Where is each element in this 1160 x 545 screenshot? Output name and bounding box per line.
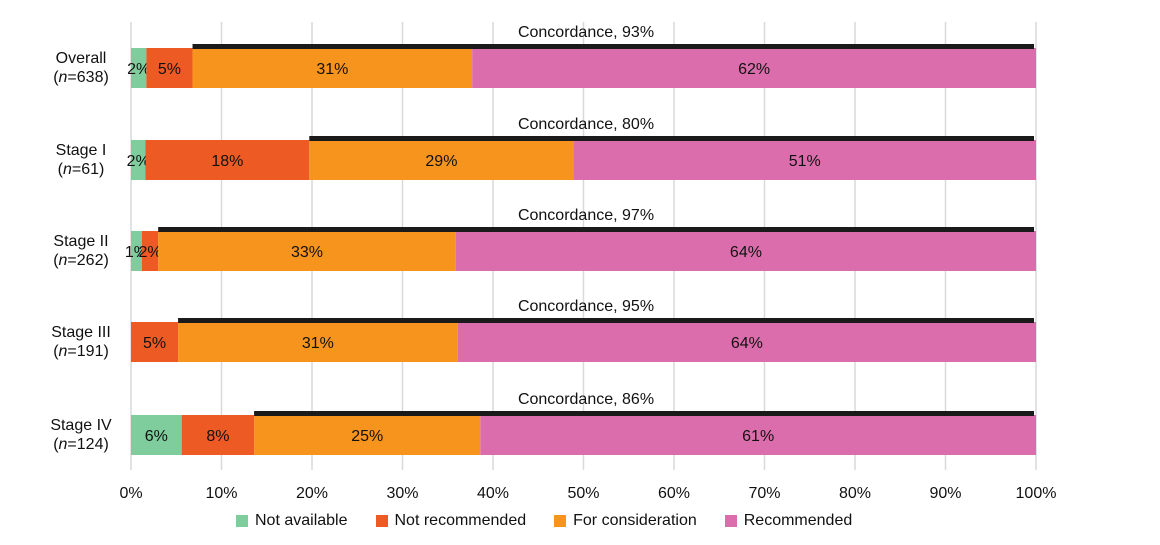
bar-segment xyxy=(573,140,1036,180)
category-label: Stage I (n=61) xyxy=(55,142,107,178)
category-label: Stage III (n=191) xyxy=(51,324,111,360)
data-label: 5% xyxy=(158,61,181,78)
legend-item: For consideration xyxy=(554,512,697,530)
legend-swatch xyxy=(375,515,388,527)
concordance-bar xyxy=(254,411,1034,416)
x-tick-label: 0% xyxy=(119,485,142,502)
category-label: Stage II (n=262) xyxy=(53,233,109,269)
concordance-label: Concordance, 86% xyxy=(518,391,654,408)
legend-item: Not recommended xyxy=(375,512,527,530)
concordance-label: Concordance, 95% xyxy=(518,298,654,315)
concordance-label: Concordance, 80% xyxy=(518,116,654,133)
concordance-bar xyxy=(192,44,1035,49)
bar-segment xyxy=(472,48,1036,88)
x-tick-label: 50% xyxy=(567,485,599,502)
category-label: Overall (n=638) xyxy=(53,50,109,86)
x-tick-label: 80% xyxy=(839,485,871,502)
x-tick-label: 20% xyxy=(296,485,328,502)
data-label: 2% xyxy=(127,61,150,78)
x-tick-label: 30% xyxy=(386,485,418,502)
data-label: 8% xyxy=(206,428,229,445)
bar-segment xyxy=(145,140,310,180)
data-label: 33% xyxy=(291,244,323,261)
concordance-bar xyxy=(309,136,1034,141)
bar-segment xyxy=(146,48,193,88)
x-tick-label: 10% xyxy=(205,485,237,502)
data-label: 64% xyxy=(731,335,763,352)
data-label: 64% xyxy=(730,244,762,261)
bar-segment xyxy=(178,322,458,362)
bar-segment xyxy=(457,322,1037,362)
data-label: 2% xyxy=(138,244,161,261)
data-label: 5% xyxy=(143,335,166,352)
data-label: 61% xyxy=(742,428,774,445)
legend-label: Recommended xyxy=(743,512,853,529)
data-label: 31% xyxy=(316,61,348,78)
legend-item: Not available xyxy=(236,512,348,530)
data-label: 31% xyxy=(302,335,334,352)
bar-segment xyxy=(131,322,179,362)
concordance-label: Concordance, 97% xyxy=(518,207,654,224)
bar-segment xyxy=(480,415,1037,455)
data-label: 25% xyxy=(351,428,383,445)
bar-segment xyxy=(131,140,146,180)
x-tick-label: 60% xyxy=(658,485,690,502)
concordance-bar xyxy=(158,227,1034,232)
bar-segment xyxy=(181,415,255,455)
category-label: Stage IV (n=124) xyxy=(50,417,112,453)
legend-label: For consideration xyxy=(573,512,697,529)
data-label: 51% xyxy=(789,153,821,170)
bar-segment xyxy=(131,415,182,455)
x-tick-label: 90% xyxy=(929,485,961,502)
legend: Not available Not recommended For consider… xyxy=(236,512,852,530)
data-label: 2% xyxy=(127,153,150,170)
x-tick-label: 40% xyxy=(477,485,509,502)
x-axis: 0% 10% 20% 30% 40% 50% 60% 70% 80% 90% 100% xyxy=(119,485,1056,502)
bar-segment xyxy=(192,48,473,88)
bar-segment xyxy=(131,231,142,271)
bar-segment xyxy=(309,140,574,180)
concordance-brackets: Concordance, 93% Concordance, 80% Concorda… xyxy=(158,24,1035,416)
data-label: 62% xyxy=(738,61,770,78)
bar-segment xyxy=(158,231,456,271)
x-tick-label: 70% xyxy=(748,485,780,502)
data-label: 6% xyxy=(145,428,168,445)
bar-segment xyxy=(455,231,1036,271)
concordance-label: Concordance, 93% xyxy=(518,24,654,41)
x-tick-label: 100% xyxy=(1016,485,1057,502)
legend-label: Not available xyxy=(255,512,348,529)
legend-swatch xyxy=(724,515,737,527)
bar-segment xyxy=(254,415,481,455)
legend-label: Not recommended xyxy=(394,512,527,529)
legend-item: Recommended xyxy=(724,512,853,530)
legend-swatch xyxy=(554,515,567,527)
bar-segments: 2% 5% 31% 62%2% 18% 29% 51%1%2% 33% 64%5% 31% 64%6… xyxy=(125,48,1037,455)
concordance-bar xyxy=(178,318,1034,323)
bar-segment xyxy=(131,48,147,88)
bar-segment xyxy=(141,231,159,271)
legend-swatch xyxy=(236,515,248,527)
data-label: 29% xyxy=(425,153,457,170)
data-label: 18% xyxy=(211,153,243,170)
